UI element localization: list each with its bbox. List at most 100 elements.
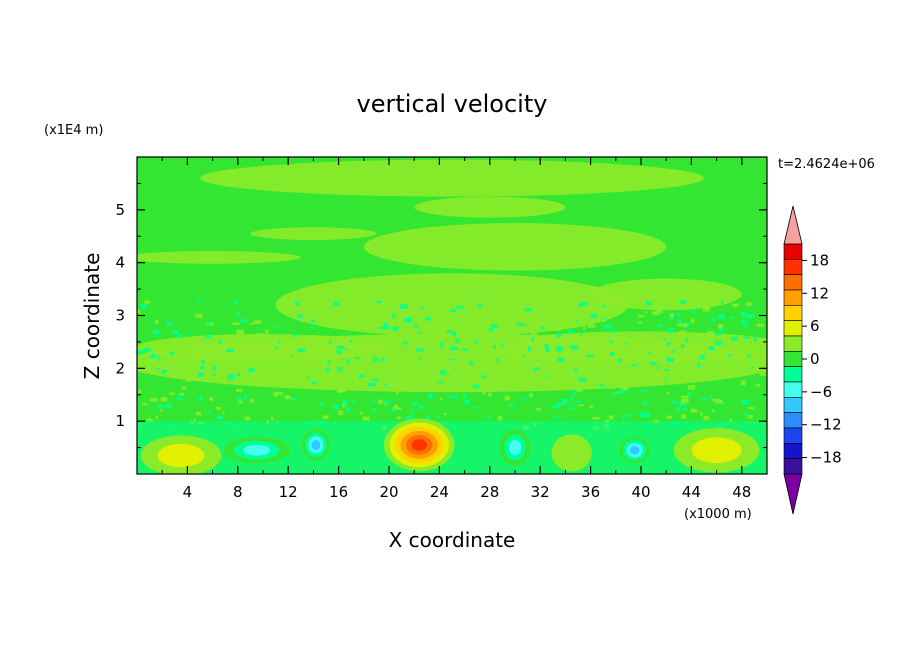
x-tick-label: 36 — [581, 483, 600, 501]
turbulence-cell — [669, 316, 674, 321]
turbulence-cell — [641, 333, 650, 337]
turbulence-cell — [351, 400, 355, 404]
turbulence-cell — [206, 322, 212, 326]
turbulence-cell — [274, 346, 280, 349]
turbulence-cell — [294, 301, 300, 306]
turbulence-cell — [529, 392, 533, 397]
turbulence-cell — [562, 354, 566, 359]
turbulence-cell — [413, 324, 419, 328]
turbulence-cell — [522, 354, 526, 357]
turbulence-cell — [697, 333, 703, 337]
turbulence-cell — [453, 366, 456, 370]
turbulence-cell — [741, 380, 747, 386]
turbulence-cell — [571, 368, 574, 372]
turbulence-cell — [766, 300, 767, 305]
colorbar-segment — [783, 366, 803, 383]
turbulence-cell — [390, 407, 396, 412]
turbulence-cell — [527, 346, 532, 352]
turbulence-cell — [155, 366, 159, 370]
y-tick-label: 4 — [115, 254, 125, 272]
turbulence-cell — [561, 398, 569, 404]
turbulence-cell — [383, 322, 388, 327]
turbulence-cell — [377, 356, 382, 360]
turbulence-cell — [197, 372, 204, 377]
turbulence-cell — [197, 398, 202, 401]
colorbar-segment — [783, 381, 803, 398]
turbulence-cell — [424, 416, 431, 422]
turbulence-cell — [612, 387, 616, 390]
turbulence-cell — [666, 415, 673, 419]
turbulence-cell — [582, 326, 586, 331]
turbulence-cell — [488, 328, 494, 332]
weak-updraft-band — [275, 273, 629, 337]
turbulence-cell — [575, 341, 583, 344]
turbulence-cell — [591, 416, 600, 420]
turbulence-cell — [759, 370, 767, 376]
turbulence-cell — [680, 403, 687, 407]
turbulence-cell — [138, 389, 142, 394]
turbulence-cell — [456, 330, 463, 333]
turbulence-cell — [439, 342, 444, 348]
turbulence-cell — [420, 306, 424, 309]
turbulence-cell — [451, 355, 457, 359]
turbulence-cell — [418, 332, 423, 335]
turbulence-cell — [378, 326, 386, 329]
updraft-right-contour — [691, 437, 742, 464]
turbulence-cell — [273, 392, 278, 397]
turbulence-cell — [357, 374, 365, 378]
turbulence-cell — [160, 397, 168, 402]
turbulence-cell — [434, 305, 439, 308]
downdraft-4-contour — [629, 446, 640, 455]
turbulence-cell — [161, 371, 164, 376]
turbulence-cell — [610, 334, 617, 339]
turbulence-cell — [717, 399, 723, 404]
turbulence-cell — [336, 350, 343, 355]
colorbar-tick-label: −12 — [810, 416, 842, 434]
turbulence-cell — [500, 343, 504, 347]
turbulence-cell — [680, 398, 689, 404]
turbulence-cell — [137, 349, 145, 354]
turbulence-cell — [322, 415, 329, 419]
colorbar-min-arrow — [783, 473, 803, 515]
turbulence-cell — [388, 340, 393, 344]
turbulence-cell — [605, 419, 610, 423]
turbulence-cell — [687, 385, 696, 390]
turbulence-cell — [556, 404, 560, 408]
turbulence-cell — [677, 402, 681, 405]
turbulence-cell — [679, 330, 687, 333]
turbulence-cell — [233, 300, 237, 304]
turbulence-cell — [468, 361, 474, 365]
turbulence-cell — [741, 399, 749, 405]
turbulence-cell — [275, 325, 280, 329]
turbulence-cell — [199, 366, 205, 370]
weak-updraft-band — [137, 251, 301, 264]
turbulence-cell — [277, 341, 281, 344]
turbulence-cell — [678, 319, 682, 324]
turbulence-cell — [291, 397, 297, 401]
turbulence-cell — [255, 351, 263, 357]
turbulence-cell — [676, 312, 682, 316]
turbulence-cell — [586, 354, 594, 358]
turbulence-cell — [425, 317, 432, 321]
turbulence-cell — [536, 349, 544, 354]
x-tick-label: 48 — [732, 483, 751, 501]
downdraft-3-contour — [508, 439, 522, 456]
turbulence-cell — [344, 347, 348, 351]
turbulence-cell — [764, 398, 767, 403]
turbulence-cell — [510, 354, 518, 360]
turbulence-cell — [533, 367, 540, 371]
turbulence-cell — [236, 312, 241, 317]
turbulence-cell — [616, 391, 621, 394]
turbulence-cell — [741, 319, 748, 324]
turbulence-cell — [705, 306, 711, 310]
turbulence-cell — [236, 329, 245, 334]
turbulence-cell — [410, 311, 418, 315]
turbulence-cell — [599, 383, 605, 387]
turbulence-cell — [345, 406, 350, 412]
turbulence-cell — [682, 323, 688, 327]
velocity-cells — [140, 418, 760, 474]
turbulence-cell — [535, 408, 541, 411]
turbulence-cell — [475, 336, 480, 341]
turbulence-cell — [578, 302, 582, 308]
turbulence-cell — [158, 342, 164, 345]
